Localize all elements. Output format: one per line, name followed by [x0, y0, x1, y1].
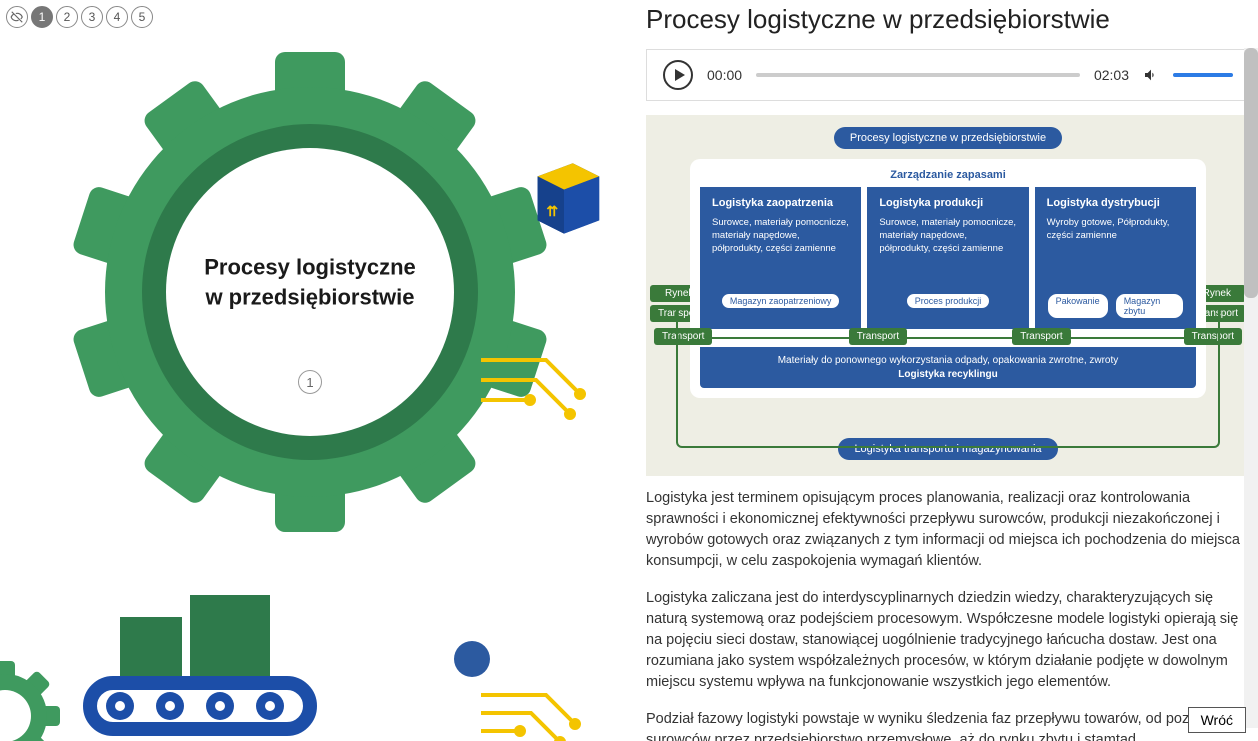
- step-pager: 1 2 3 4 5: [6, 6, 153, 28]
- scrollbar[interactable]: [1244, 48, 1258, 728]
- step-dot-2[interactable]: 2: [56, 6, 78, 28]
- transport-row: Transport Transport Transport Transport: [656, 337, 1240, 339]
- slide-canvas: 1 2 3 4 5: [0, 0, 630, 741]
- conveyor-icon: [80, 587, 320, 741]
- col-body: Surowce, materiały pomocnicze, materiały…: [712, 217, 849, 255]
- col-pill: Magazyn zaopatrzeniowy: [721, 293, 841, 309]
- paragraph: Logistyka jest terminem opisującym proce…: [646, 488, 1250, 572]
- svg-text:⇈: ⇈: [546, 203, 558, 219]
- illustration-stage: Procesy logistyczne w przedsiębiorstwie …: [0, 0, 630, 741]
- volume-slider[interactable]: [1173, 73, 1233, 77]
- volume-icon[interactable]: [1143, 67, 1159, 83]
- step-dot-3[interactable]: 3: [81, 6, 103, 28]
- transport-tag: Transport: [1184, 328, 1242, 345]
- circuit-lines-icon-2: [476, 685, 606, 741]
- transport-tag: Transport: [654, 328, 712, 345]
- diagram-tab: Zarządzanie zapasami: [700, 165, 1196, 187]
- step-dot-1[interactable]: 1: [31, 6, 53, 28]
- gear-step-marker[interactable]: 1: [298, 370, 322, 394]
- col-pill: Magazyn zbytu: [1115, 293, 1184, 319]
- step-dot-4[interactable]: 4: [106, 6, 128, 28]
- visibility-toggle-icon[interactable]: [6, 6, 28, 28]
- audio-track[interactable]: [756, 73, 1080, 77]
- small-gear-icon: [0, 661, 60, 741]
- main-gear-graphic: Procesy logistyczne w przedsiębiorstwie …: [60, 42, 560, 542]
- gear-title-line2: w przedsiębiorstwie: [205, 284, 414, 309]
- gear-title: Procesy logistyczne w przedsiębiorstwie: [204, 252, 416, 311]
- diagram-card: Zarządzanie zapasami Logistyka zaopatrze…: [690, 159, 1206, 398]
- col-body: Wyroby gotowe, Półprodukty, części zamie…: [1047, 217, 1184, 243]
- gear-title-line1: Procesy logistyczne: [204, 254, 416, 279]
- transport-tag: Transport: [1012, 328, 1070, 345]
- play-button[interactable]: [663, 60, 693, 90]
- diagram-footer-chip: Logistyka transportu i magazynowania: [838, 438, 1057, 460]
- page-title: Procesy logistyczne w przedsiębiorstwie: [646, 4, 1250, 35]
- diagram-footer-block: Materiały do ponownego wykorzystania odp…: [700, 347, 1196, 388]
- blue-dot-icon: [454, 641, 490, 677]
- audio-current-time: 00:00: [707, 67, 742, 83]
- col-pill: Proces produkcji: [906, 293, 991, 309]
- step-dot-5[interactable]: 5: [131, 6, 153, 28]
- footer-line1: Materiały do ponownego wykorzystania odp…: [778, 355, 1119, 366]
- footer-line2: Logistyka recyklingu: [710, 369, 1186, 380]
- diagram-col-distribution: Logistyka dystrybucji Wyroby gotowe, Pół…: [1035, 187, 1196, 329]
- scrollbar-thumb[interactable]: [1244, 48, 1258, 298]
- col-title: Logistyka zaopatrzenia: [712, 197, 849, 209]
- circuit-lines-icon: [476, 350, 606, 430]
- col-pill: Pakowanie: [1047, 293, 1109, 319]
- content-panel[interactable]: Procesy logistyczne w przedsiębiorstwie …: [630, 0, 1258, 741]
- col-title: Logistyka dystrybucji: [1047, 197, 1184, 209]
- col-title: Logistyka produkcji: [879, 197, 1016, 209]
- col-body: Surowce, materiały pomocnicze, materiały…: [879, 217, 1016, 255]
- diagram-title-chip: Procesy logistyczne w przedsiębiorstwie: [834, 127, 1062, 149]
- paragraph: Logistyka zaliczana jest do interdyscypl…: [646, 588, 1250, 693]
- audio-player: 00:00 02:03: [646, 49, 1250, 101]
- package-icon: ⇈: [520, 150, 608, 238]
- diagram-col-production: Logistyka produkcji Surowce, materiały p…: [867, 187, 1028, 329]
- logistics-diagram: Procesy logistyczne w przedsiębiorstwie …: [646, 115, 1250, 476]
- back-button[interactable]: Wróć: [1188, 707, 1246, 733]
- diagram-col-supply: Logistyka zaopatrzenia Surowce, materiał…: [700, 187, 861, 329]
- audio-duration: 02:03: [1094, 67, 1129, 83]
- paragraph: Podział fazowy logistyki powstaje w wyni…: [646, 709, 1250, 741]
- transport-tag: Transport: [849, 328, 907, 345]
